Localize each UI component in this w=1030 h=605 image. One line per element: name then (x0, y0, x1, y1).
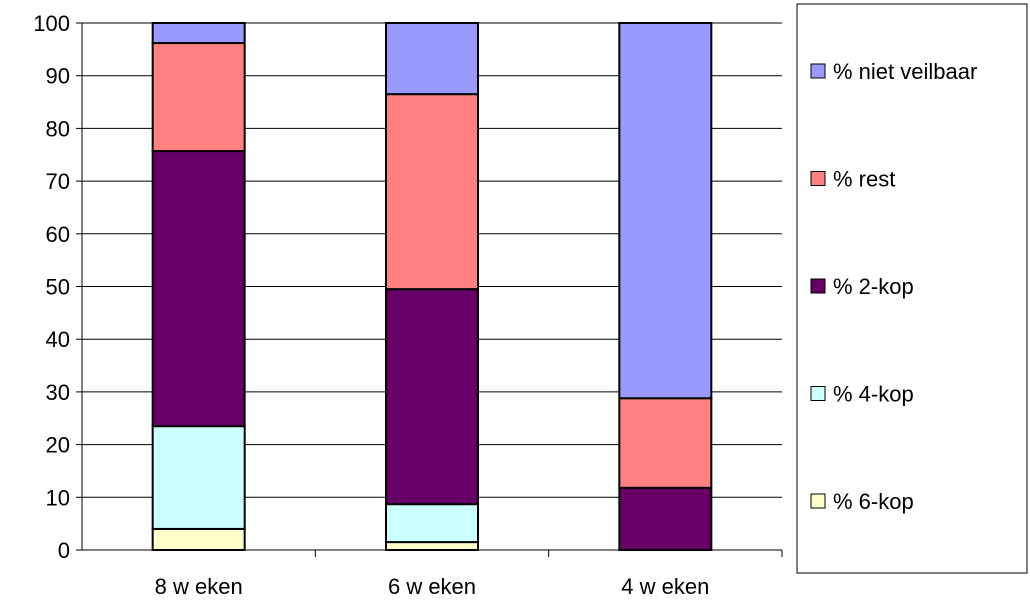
bar-segment (151, 150, 246, 428)
legend-swatch (810, 278, 826, 294)
bar-segment (151, 42, 246, 153)
bar-segment (618, 22, 713, 400)
legend-label: % niet veilbaar (833, 59, 977, 84)
y-tick-label: 90 (46, 64, 70, 89)
y-tick-label: 80 (46, 116, 70, 141)
legend-swatch (810, 493, 826, 509)
y-tick-label: 70 (46, 169, 70, 194)
legend-label: % 4-kop (833, 382, 914, 407)
y-tick-label: 10 (46, 485, 70, 510)
bar-segment (385, 288, 479, 506)
bar-segment (618, 486, 713, 551)
x-tick-label: 8 w eken (155, 574, 243, 599)
axes: 0 10 20 30 40 50 60 70 80 90 100 8 w eken 6 w eken 4 … (33, 11, 783, 599)
legend-label: % 2-kop (833, 274, 914, 299)
legend-label: % rest (833, 167, 895, 192)
y-tick-label: 50 (46, 275, 70, 300)
legend-swatch (810, 386, 826, 401)
y-tick-label: 100 (33, 11, 70, 36)
y-tick-label: 30 (46, 380, 70, 405)
bar-segment (151, 425, 246, 530)
legend-swatch (810, 63, 826, 79)
x-tick-label: 4 w eken (621, 574, 709, 599)
bars (151, 22, 713, 551)
legend: % niet veilbaar % rest % 2-kop % 4-kop % 6-k… (796, 3, 1028, 574)
bar-segment (385, 541, 479, 551)
y-tick-label: 60 (46, 222, 70, 247)
x-tick-label: 6 w eken (388, 574, 476, 599)
bar-segment (385, 503, 479, 544)
y-tick-label: 40 (46, 327, 70, 352)
legend-box (796, 3, 1028, 574)
bar-segment (151, 22, 246, 45)
y-tick-label: 20 (46, 433, 70, 458)
bar-segment (385, 22, 479, 96)
bar-segment (618, 397, 713, 489)
legend-label: % 6-kop (833, 489, 914, 514)
legend-swatch (810, 171, 826, 186)
y-tick-label: 0 (58, 538, 70, 563)
bar-segment (151, 527, 246, 551)
bar-segment (385, 93, 479, 291)
